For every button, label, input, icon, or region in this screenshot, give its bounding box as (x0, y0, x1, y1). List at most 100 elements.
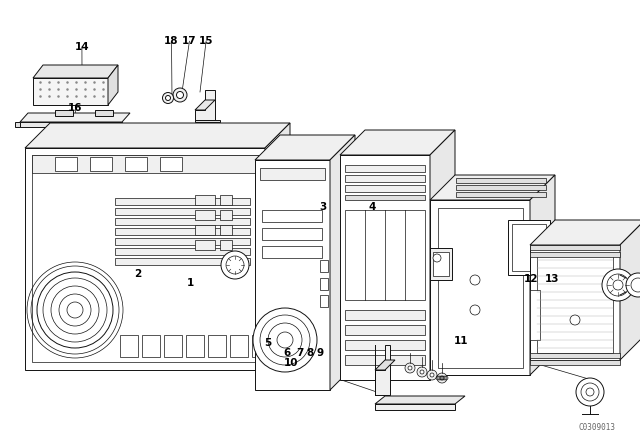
Polygon shape (430, 130, 455, 380)
Bar (220, 240, 232, 250)
Bar (220, 210, 232, 220)
Text: 5: 5 (264, 338, 271, 348)
Bar (55, 157, 77, 171)
Text: 7: 7 (296, 348, 303, 358)
Bar (115, 208, 250, 215)
Polygon shape (15, 122, 20, 127)
Bar (230, 335, 248, 357)
Circle shape (43, 278, 107, 342)
Text: 4: 4 (369, 202, 376, 212)
Circle shape (440, 376, 444, 380)
Polygon shape (340, 130, 455, 155)
Polygon shape (195, 90, 215, 120)
Bar (262, 246, 322, 258)
Text: C0309013: C0309013 (579, 422, 616, 431)
Bar (320, 260, 328, 272)
Text: 18: 18 (164, 36, 179, 46)
Bar (430, 248, 452, 280)
Bar (262, 210, 322, 222)
Bar (456, 185, 546, 190)
Circle shape (570, 315, 580, 325)
Circle shape (420, 370, 424, 374)
Text: 1: 1 (187, 278, 195, 288)
Polygon shape (195, 120, 220, 122)
Polygon shape (32, 155, 258, 362)
Bar (115, 258, 250, 265)
Polygon shape (33, 65, 118, 78)
Bar (438, 208, 523, 368)
Bar (115, 248, 250, 255)
Bar (345, 175, 425, 182)
Polygon shape (375, 360, 395, 370)
Circle shape (607, 274, 629, 296)
Polygon shape (20, 122, 122, 127)
Text: 6: 6 (283, 348, 291, 358)
Polygon shape (375, 404, 455, 410)
Bar (345, 325, 425, 335)
Bar (345, 355, 425, 365)
Polygon shape (108, 65, 118, 105)
Bar (125, 157, 147, 171)
Bar (115, 218, 250, 225)
Polygon shape (620, 220, 640, 360)
Polygon shape (430, 200, 530, 375)
Bar (95, 110, 113, 116)
Bar (32, 155, 258, 173)
Bar (530, 245, 620, 250)
Circle shape (613, 280, 623, 290)
Bar (345, 310, 425, 320)
Circle shape (51, 286, 99, 334)
Polygon shape (25, 148, 265, 370)
Circle shape (59, 294, 91, 326)
Circle shape (470, 275, 480, 285)
Bar (530, 360, 620, 365)
Bar (345, 185, 425, 192)
Text: 8: 8 (306, 348, 314, 358)
Circle shape (226, 256, 244, 274)
Circle shape (631, 278, 640, 292)
Bar (320, 295, 328, 307)
Circle shape (277, 332, 293, 348)
Polygon shape (255, 160, 330, 390)
Circle shape (166, 95, 170, 100)
Bar (345, 165, 425, 172)
Text: 3: 3 (319, 202, 327, 212)
Bar (208, 335, 226, 357)
Circle shape (576, 378, 604, 406)
Polygon shape (530, 220, 640, 245)
Bar (220, 225, 232, 235)
Polygon shape (375, 396, 465, 404)
Bar (345, 195, 425, 200)
Circle shape (626, 273, 640, 297)
Circle shape (253, 308, 317, 372)
Circle shape (177, 91, 184, 99)
Circle shape (427, 370, 437, 380)
Polygon shape (330, 135, 355, 390)
Bar (260, 168, 325, 180)
Circle shape (437, 373, 447, 383)
Circle shape (260, 315, 310, 365)
Text: 12: 12 (524, 274, 538, 284)
Bar (537, 253, 613, 353)
Bar (320, 278, 328, 290)
Circle shape (408, 366, 412, 370)
Circle shape (268, 323, 302, 357)
Circle shape (221, 251, 249, 279)
Bar (512, 224, 546, 271)
Bar (160, 157, 182, 171)
Bar (120, 335, 138, 357)
Bar (115, 238, 250, 245)
Circle shape (470, 305, 480, 315)
Polygon shape (25, 123, 290, 148)
Bar (90, 157, 112, 171)
Text: 10: 10 (284, 358, 298, 368)
Bar (195, 225, 215, 235)
Circle shape (433, 254, 441, 262)
Bar (252, 335, 270, 357)
Text: 2: 2 (134, 269, 141, 279)
Bar (115, 228, 250, 235)
Bar (55, 110, 73, 116)
Text: 11: 11 (454, 336, 468, 346)
Polygon shape (33, 78, 108, 105)
Circle shape (67, 302, 83, 318)
